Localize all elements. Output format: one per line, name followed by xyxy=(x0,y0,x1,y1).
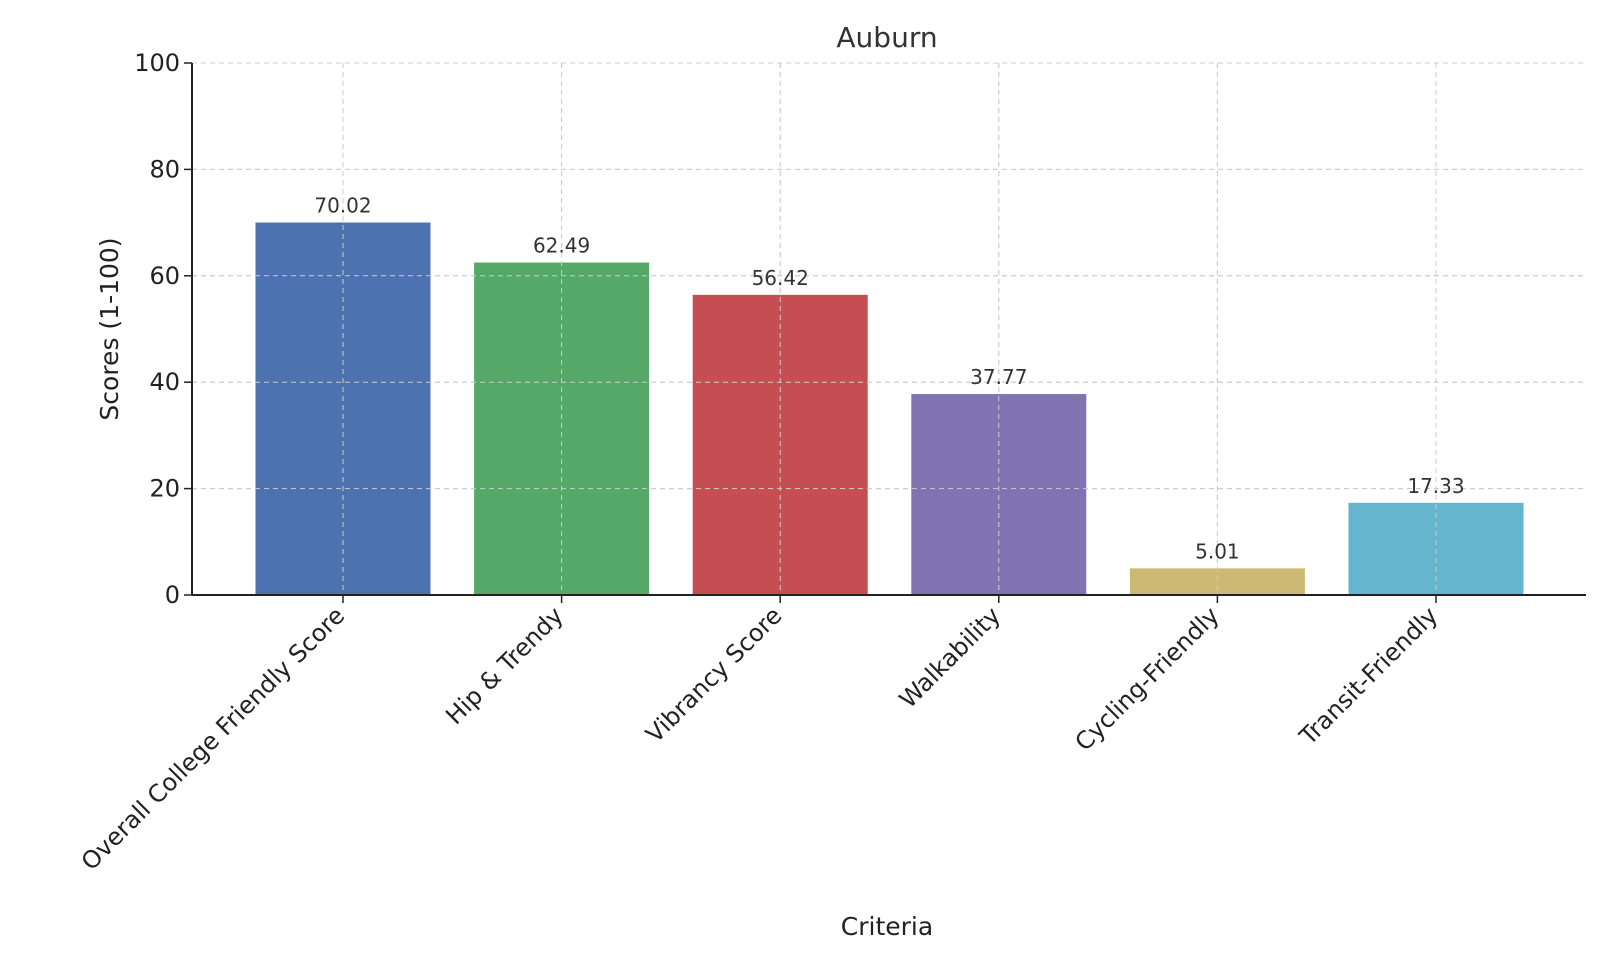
bar-value-label: 70.02 xyxy=(314,193,371,217)
bars xyxy=(192,62,1586,596)
x-tick-label: Walkability xyxy=(894,601,1006,713)
bar-value-label: 56.42 xyxy=(752,266,809,290)
axes xyxy=(184,62,1586,603)
y-tick-label: 60 xyxy=(149,262,180,290)
y-tick-label: 100 xyxy=(134,49,180,77)
y-tick-label: 20 xyxy=(149,475,180,503)
x-tick-label: Transit-Friendly xyxy=(1293,601,1443,751)
bar-value-label: 37.77 xyxy=(970,365,1027,389)
x-tick-label: Cycling-Friendly xyxy=(1070,601,1225,756)
y-tick-label: 0 xyxy=(165,581,180,609)
x-tick-label: Overall College Friendly Score xyxy=(76,601,350,875)
y-tick-label: 80 xyxy=(149,155,180,183)
y-axis-title: Scores (1-100) xyxy=(95,237,124,420)
bar-value-label: 17.33 xyxy=(1407,474,1464,498)
x-tick-label: Vibrancy Score xyxy=(640,601,787,748)
chart-title: Auburn xyxy=(836,21,937,54)
x-tick-label: Hip & Trendy xyxy=(440,601,569,730)
bar xyxy=(474,262,650,595)
bar xyxy=(1129,568,1305,595)
bar-value-label: 62.49 xyxy=(533,234,590,258)
bar-value-label: 5.01 xyxy=(1195,539,1240,563)
x-axis-title: Criteria xyxy=(841,912,933,941)
y-tick-label: 40 xyxy=(149,368,180,396)
